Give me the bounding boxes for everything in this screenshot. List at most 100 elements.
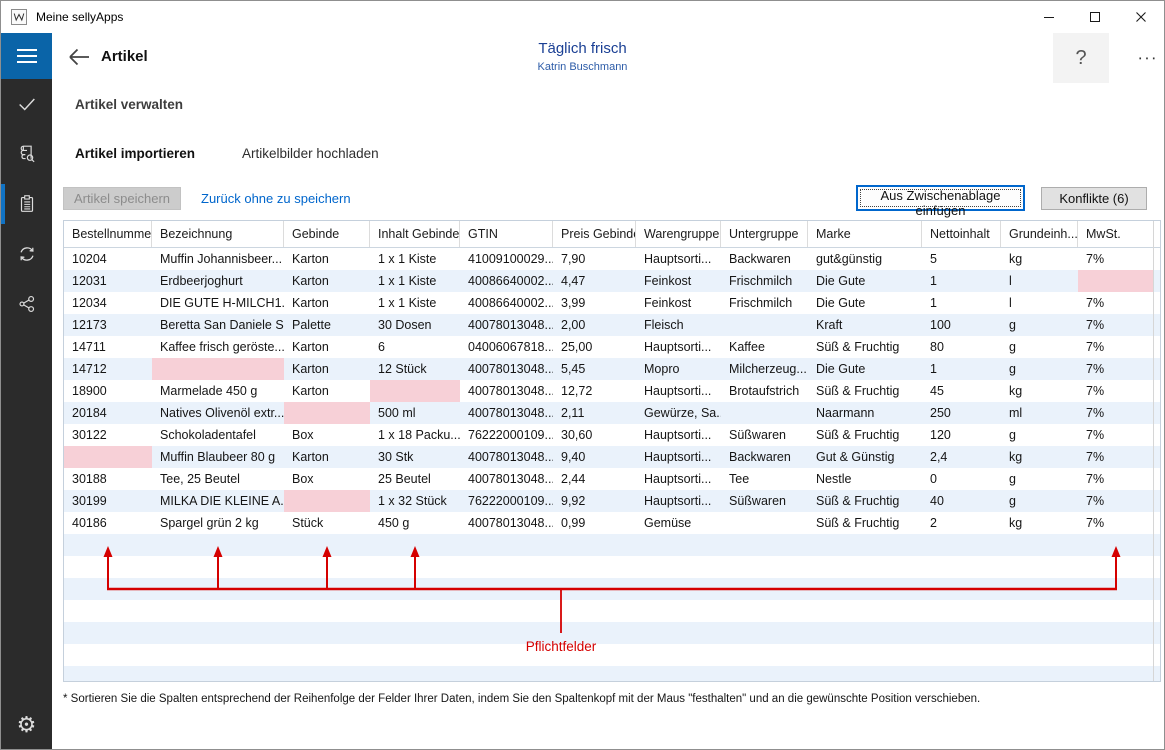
table-cell-untergruppe[interactable]: Frischmilch	[729, 296, 793, 310]
table-cell-untergruppe[interactable]: Tee	[729, 472, 750, 486]
table-row[interactable]: 12173 Beretta San Daniele S... Palette 30 D…	[64, 314, 1160, 336]
table-cell-marke[interactable]: Die Gute	[816, 274, 866, 288]
table-cell-mwst[interactable]: 7%	[1086, 252, 1105, 266]
table-cell-warengruppe[interactable]: Gemüse	[644, 516, 692, 530]
table-cell-gebinde[interactable]	[284, 402, 370, 424]
table-cell-grundeinheit[interactable]: kg	[1009, 252, 1023, 266]
table-cell-warengruppe[interactable]: Hauptsorti...	[644, 252, 712, 266]
table-cell-warengruppe[interactable]: Hauptsorti...	[644, 494, 712, 508]
maximize-button[interactable]	[1072, 1, 1118, 33]
table-cell-warengruppe[interactable]: Fleisch	[644, 318, 684, 332]
table-cell-nettoinhalt[interactable]: 5	[930, 252, 937, 266]
column-header-preis[interactable]: Preis Gebinde	[553, 221, 636, 247]
table-cell-bestellnummer[interactable]: 14712	[72, 362, 107, 376]
table-cell-inhalt[interactable]: 1 x 1 Kiste	[378, 296, 437, 310]
table-cell-grundeinheit[interactable]: ml	[1009, 406, 1023, 420]
table-cell-untergruppe[interactable]	[721, 512, 808, 534]
table-cell-gtin[interactable]: 40078013048...	[468, 450, 553, 464]
table-cell-gtin[interactable]: 40078013048...	[468, 384, 553, 398]
table-cell-mwst[interactable]: 7%	[1086, 296, 1105, 310]
table-cell-mwst[interactable]: 7%	[1086, 362, 1105, 376]
table-cell-grundeinheit[interactable]: kg	[1009, 384, 1023, 398]
table-cell-gtin[interactable]: 76222000109...	[468, 428, 553, 442]
table-cell-untergruppe[interactable]: Frischmilch	[729, 274, 793, 288]
table-cell-bezeichnung[interactable]: Natives Olivenöl extr...	[160, 406, 284, 420]
table-cell-marke[interactable]: Süß & Fruchtig	[816, 428, 900, 442]
back-without-saving-link[interactable]: Zurück ohne zu speichern	[201, 191, 351, 206]
table-cell-bezeichnung[interactable]: Kaffee frisch geröste...	[160, 340, 284, 354]
table-cell-nettoinhalt[interactable]: 120	[930, 428, 951, 442]
help-button[interactable]: ?	[1053, 33, 1109, 83]
table-cell-grundeinheit[interactable]: g	[1009, 340, 1016, 354]
table-row[interactable]: 40186 Spargel grün 2 kg Stück 450 g 40078013…	[64, 512, 1160, 534]
table-cell-gebinde[interactable]: Karton	[292, 340, 329, 354]
table-row[interactable]: 14711 Kaffee frisch geröste... Karton 6 0400…	[64, 336, 1160, 358]
table-cell-preis[interactable]: 2,00	[561, 318, 586, 332]
table-cell-nettoinhalt[interactable]: 45	[930, 384, 944, 398]
table-cell-bezeichnung[interactable]: Schokoladentafel	[160, 428, 256, 442]
table-cell-gebinde[interactable]: Karton	[292, 296, 329, 310]
sidebar-item-share[interactable]	[1, 279, 52, 329]
table-cell-gebinde[interactable]: Palette	[292, 318, 331, 332]
table-cell-inhalt[interactable]: 30 Dosen	[378, 318, 432, 332]
column-header-nettoinhalt[interactable]: Nettoinhalt	[922, 221, 1001, 247]
table-cell-nettoinhalt[interactable]: 1	[930, 274, 937, 288]
table-cell-preis[interactable]: 3,99	[561, 296, 586, 310]
table-cell-gebinde[interactable]: Karton	[292, 274, 329, 288]
table-cell-inhalt[interactable]: 12 Stück	[378, 362, 427, 376]
table-cell-gtin[interactable]: 76222000109...	[468, 494, 553, 508]
table-cell-grundeinheit[interactable]: g	[1009, 494, 1016, 508]
table-cell-inhalt[interactable]	[370, 380, 460, 402]
table-cell-preis[interactable]: 7,90	[561, 252, 586, 266]
table-cell-mwst[interactable]: 7%	[1086, 318, 1105, 332]
table-cell-mwst[interactable]: 7%	[1086, 494, 1105, 508]
table-cell-marke[interactable]: Die Gute	[816, 362, 866, 376]
table-row[interactable]: 18900 Marmelade 450 g Karton 40078013048...…	[64, 380, 1160, 402]
table-cell-inhalt[interactable]: 1 x 1 Kiste	[378, 252, 437, 266]
table-cell-bestellnummer[interactable]: 30122	[72, 428, 107, 442]
table-cell-gtin[interactable]: 04006067818...	[468, 340, 553, 354]
table-cell-inhalt[interactable]: 25 Beutel	[378, 472, 431, 486]
minimize-button[interactable]	[1026, 1, 1072, 33]
sidebar-item-sync[interactable]	[1, 229, 52, 279]
table-cell-inhalt[interactable]: 500 ml	[378, 406, 416, 420]
table-cell-warengruppe[interactable]: Hauptsorti...	[644, 472, 712, 486]
table-cell-untergruppe[interactable]: Milcherzeug...	[729, 362, 807, 376]
table-cell-grundeinheit[interactable]: l	[1009, 296, 1012, 310]
table-cell-preis[interactable]: 30,60	[561, 428, 593, 442]
table-cell-gebinde[interactable]: Karton	[292, 362, 329, 376]
table-row[interactable]: 12034 DIE GUTE H-MILCH1... Karton 1 x 1 Kis…	[64, 292, 1160, 314]
table-cell-warengruppe[interactable]: Hauptsorti...	[644, 428, 712, 442]
table-cell-gebinde[interactable]: Box	[292, 428, 314, 442]
table-cell-gtin[interactable]: 40078013048...	[468, 362, 553, 376]
table-cell-nettoinhalt[interactable]: 2,4	[930, 450, 948, 464]
table-cell-mwst[interactable]: 7%	[1086, 340, 1105, 354]
table-row[interactable]: 14712 Karton 12 Stück 40078013048... 5,45 Mop…	[64, 358, 1160, 380]
table-cell-bezeichnung[interactable]: Marmelade 450 g	[160, 384, 258, 398]
table-cell-gebinde[interactable]	[284, 490, 370, 512]
table-cell-bezeichnung[interactable]: Erdbeerjoghurt	[160, 274, 243, 288]
table-cell-gtin[interactable]: 41009100029...	[468, 252, 553, 266]
table-cell-bezeichnung[interactable]: Tee, 25 Beutel	[160, 472, 240, 486]
table-cell-warengruppe[interactable]: Hauptsorti...	[644, 340, 712, 354]
tab-artikel-importieren[interactable]: Artikel importieren	[75, 146, 196, 161]
table-cell-marke[interactable]: Süß & Fruchtig	[816, 494, 900, 508]
table-cell-preis[interactable]: 12,72	[561, 384, 593, 398]
sidebar-item-settings[interactable]: ⚙	[1, 700, 52, 749]
table-cell-grundeinheit[interactable]: g	[1009, 428, 1016, 442]
table-row[interactable]: 30122 Schokoladentafel Box 1 x 18 Packu... 7…	[64, 424, 1160, 446]
table-cell-bestellnummer[interactable]: 12034	[72, 296, 107, 310]
table-cell-inhalt[interactable]: 1 x 18 Packu...	[378, 428, 460, 442]
sidebar-item-tasks[interactable]	[1, 79, 52, 129]
table-cell-grundeinheit[interactable]: kg	[1009, 450, 1023, 464]
table-cell-warengruppe[interactable]: Gewürze, Sa...	[644, 406, 721, 420]
table-cell-gtin[interactable]: 40086640002...	[468, 274, 553, 288]
table-cell-bezeichnung[interactable]: Muffin Johannisbeer...	[160, 252, 283, 266]
table-cell-bezeichnung[interactable]: Spargel grün 2 kg	[160, 516, 259, 530]
table-cell-inhalt[interactable]: 1 x 32 Stück	[378, 494, 447, 508]
column-header-bezeichnung[interactable]: Bezeichnung	[152, 221, 284, 247]
table-cell-mwst[interactable]	[1078, 270, 1154, 292]
table-cell-warengruppe[interactable]: Feinkost	[644, 296, 692, 310]
table-cell-untergruppe[interactable]: Brotaufstrich	[729, 384, 800, 398]
table-row[interactable]: Muffin Blaubeer 80 g Karton 30 Stk 40078013…	[64, 446, 1160, 468]
